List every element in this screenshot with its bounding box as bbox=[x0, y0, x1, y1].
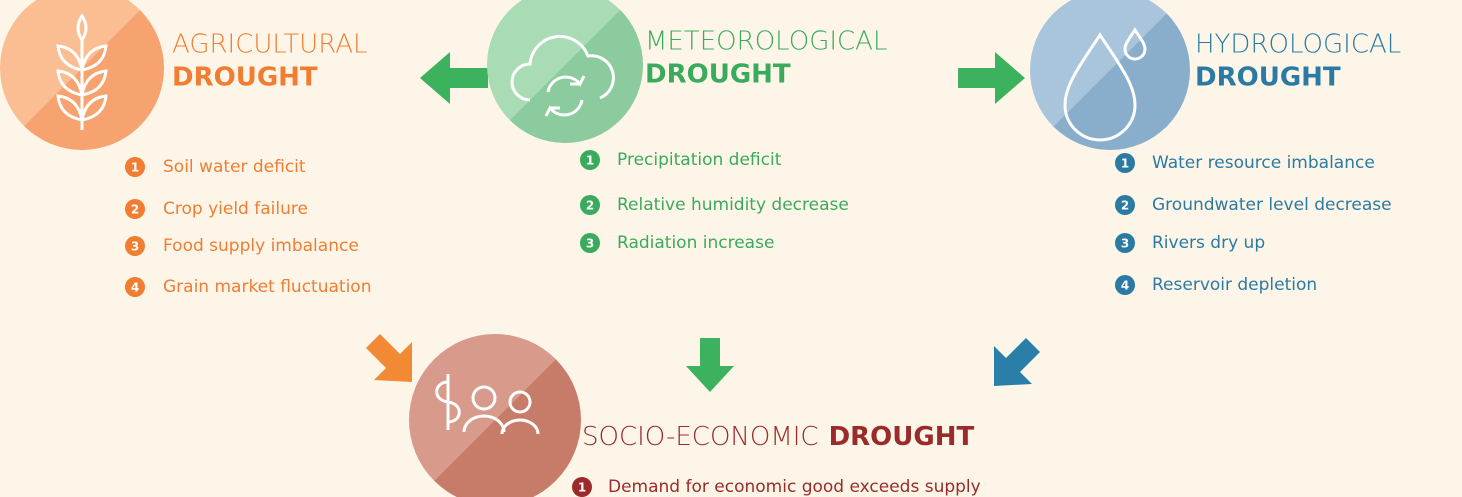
badge bbox=[125, 199, 145, 219]
badge-number: 1 bbox=[1121, 157, 1129, 171]
title-light: AGRICULTURAL bbox=[172, 30, 368, 60]
badge bbox=[125, 157, 145, 177]
item-text: Precipitation deficit bbox=[617, 150, 782, 170]
badge bbox=[1115, 153, 1135, 173]
title-light: SOCIO-ECONOMIC bbox=[582, 422, 819, 452]
badge bbox=[1115, 275, 1135, 295]
badge-number: 2 bbox=[1121, 199, 1129, 213]
badge bbox=[580, 233, 600, 253]
item-text: Soil water deficit bbox=[163, 157, 306, 177]
badge bbox=[125, 236, 145, 256]
title-bold: DROUGHT bbox=[829, 422, 975, 452]
title-bold: DROUGHT bbox=[645, 60, 791, 90]
node-circle bbox=[487, 0, 643, 143]
title-light: HYDROLOGICAL bbox=[1195, 30, 1401, 60]
arrow bbox=[994, 338, 1040, 386]
badge-number: 2 bbox=[586, 199, 594, 213]
badge-number: 3 bbox=[586, 237, 594, 251]
people-icon bbox=[435, 374, 540, 435]
badge-number: 3 bbox=[131, 240, 139, 254]
arrow bbox=[420, 52, 488, 104]
item-text: Rivers dry up bbox=[1152, 233, 1265, 253]
badge-number: 4 bbox=[1121, 279, 1129, 293]
title-light: METEOROLOGICAL bbox=[645, 27, 887, 57]
item-text: Food supply imbalance bbox=[163, 236, 359, 256]
wheat-icon bbox=[56, 13, 108, 130]
node-circle bbox=[409, 334, 581, 497]
title-bold: DROUGHT bbox=[172, 63, 318, 93]
item-text: Relative humidity decrease bbox=[617, 195, 849, 215]
badge bbox=[125, 277, 145, 297]
badge bbox=[572, 477, 592, 497]
item-text: Demand for economic good exceeds supply bbox=[608, 477, 981, 497]
arrow bbox=[686, 338, 734, 392]
badge bbox=[1115, 195, 1135, 215]
item-text: Water resource imbalance bbox=[1152, 153, 1375, 173]
title-bold: DROUGHT bbox=[1195, 63, 1341, 93]
item-text: Radiation increase bbox=[617, 233, 774, 253]
badge-number: 4 bbox=[131, 281, 139, 295]
item-text: Groundwater level decrease bbox=[1152, 195, 1392, 215]
arrow bbox=[366, 334, 412, 382]
badge-number: 1 bbox=[578, 481, 586, 495]
badge-number: 2 bbox=[131, 203, 139, 217]
arrow bbox=[958, 52, 1025, 104]
badge-number: 1 bbox=[131, 161, 139, 175]
cloud-icon bbox=[510, 35, 615, 117]
item-text: Reservoir depletion bbox=[1152, 275, 1317, 295]
badge bbox=[580, 195, 600, 215]
node-title: SOCIO-ECONOMIC DROUGHT bbox=[582, 422, 974, 452]
badge-number: 1 bbox=[586, 154, 594, 168]
badge-number: 3 bbox=[1121, 237, 1129, 251]
item-text: Grain market fluctuation bbox=[163, 277, 371, 297]
drop-icon bbox=[1063, 27, 1147, 142]
item-text: Crop yield failure bbox=[163, 199, 308, 219]
badge bbox=[580, 150, 600, 170]
badge bbox=[1115, 233, 1135, 253]
node-circle bbox=[1030, 0, 1190, 150]
